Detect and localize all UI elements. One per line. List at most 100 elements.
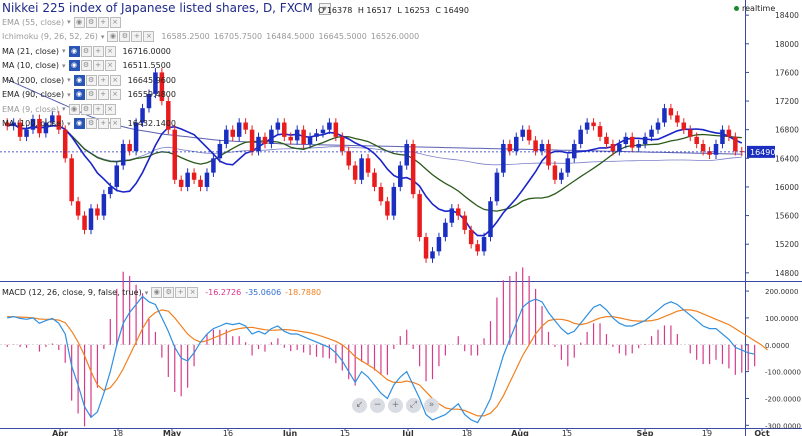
indicator-close-icon[interactable]: × [104,60,116,71]
candle-body [114,165,120,187]
candle-body [340,136,345,152]
indicator-add-icon[interactable]: + [92,103,104,115]
price-tick-label: 16400 [775,154,799,163]
zoom-icon[interactable]: ⤢ [406,398,421,413]
indicator-eye-icon[interactable]: ◉ [107,31,119,42]
indicator-settings-icon[interactable]: ⚙ [80,45,92,57]
indicator-add-icon[interactable]: + [97,89,109,100]
candle-body [520,129,525,137]
indicator-row[interactable]: MA (100, close) ▾ ◉ ⚙ + × 16432.1400 [2,118,176,130]
candle-body [462,215,467,230]
indicator-eye-icon[interactable]: ◉ [73,118,85,129]
indicator-close-icon[interactable]: × [109,16,121,28]
indicator-close-icon[interactable]: × [104,45,116,57]
price-tick-label: 16800 [775,126,799,135]
indicator-settings-icon[interactable]: ⚙ [80,103,92,115]
indicator-row[interactable]: EMA (90, close) ▾ ◉ ⚙ + × 16559.4800 [2,89,176,101]
candle-body [481,237,487,252]
indicator-settings-icon[interactable]: ⚙ [85,74,97,86]
candle-body [314,133,319,137]
indicator-settings-icon[interactable]: ⚙ [85,89,97,100]
candle-body [11,122,16,127]
indicator-row[interactable]: EMA (9, close) ▾ ◉ ⚙ + × [2,103,117,115]
indicator-settings-icon[interactable]: ⚙ [85,16,97,28]
indicator-close-icon[interactable]: × [143,31,155,42]
candle-body [494,172,500,202]
candle-body [198,179,203,187]
indicator-dropdown-icon[interactable]: ▾ [67,76,71,84]
indicator-add-icon[interactable]: + [131,31,143,42]
candle-body [507,144,513,152]
candle-body [43,122,49,134]
candle-body [24,129,29,137]
indicator-label: MA (200, close) [2,75,65,85]
candle-body [127,144,132,152]
candle-body [649,129,654,137]
candle-body [578,129,583,144]
indicator-row[interactable]: MA (200, close) ▾ ◉ ⚙ + × 16645.9600 [2,74,176,86]
indicator-dropdown-icon[interactable]: ▾ [62,61,66,70]
title-settings-icon[interactable]: ▾ [318,2,331,15]
indicator-dropdown-icon[interactable]: ▾ [67,119,71,128]
indicator-row[interactable]: Ichimoku (9, 26, 52, 26) ▾ ◉ ⚙ + × 16585.2500 1… [2,31,419,43]
indicator-eye-icon[interactable]: ◉ [73,16,85,28]
indicator-settings-icon[interactable]: ⚙ [85,118,97,129]
indicator-row[interactable]: EMA (55, close) ▾ ◉ ⚙ + × [2,16,122,28]
indicator-add-icon[interactable]: + [97,118,109,129]
time-tick-label: Sep [637,429,654,436]
last-price-label: 16490 [750,148,775,157]
time-tick-label: 19 [702,429,712,436]
candle-body [372,172,377,187]
macd-eye-icon[interactable]: ◉ [151,287,163,298]
forward-icon[interactable]: » [424,398,439,413]
indicator-close-icon[interactable]: × [104,103,116,115]
indicator-eye-icon[interactable]: ◉ [68,45,80,57]
candle-body [359,158,364,180]
indicator-settings-icon[interactable]: ⚙ [80,60,92,71]
candle-body [50,115,55,123]
indicator-close-icon[interactable]: × [109,89,121,100]
indicator-add-icon[interactable]: + [97,74,109,86]
indicator-row[interactable]: MA (21, close) ▾ ◉ ⚙ + × 16716.0000 [2,45,171,57]
candle-body [475,244,480,252]
candle-body [417,194,422,238]
macd-legend[interactable]: MACD (12, 26, close, 9, false, true) ▾ ◉… [2,287,321,298]
indicator-dropdown-icon[interactable]: ▾ [67,18,71,26]
indicator-settings-icon[interactable]: ⚙ [119,31,131,42]
indicator-dropdown-icon[interactable]: ▾ [62,47,66,55]
candle-body [301,129,306,144]
indicator-close-icon[interactable]: × [109,118,121,129]
indicator-dropdown-icon[interactable]: ▾ [67,90,71,99]
candle-body [191,172,197,180]
macd-dropdown-icon[interactable]: ▾ [144,288,149,297]
indicator-close-icon[interactable]: × [109,74,121,86]
indicator-label: MA (10, close) [2,61,60,70]
candle-body [571,144,577,159]
macd-settings-icon[interactable]: ⚙ [163,287,175,298]
indicator-eye-icon[interactable]: ◉ [73,89,85,100]
candle-body [256,136,261,152]
symbol-title[interactable]: Nikkei 225 index of Japanese listed shar… [2,1,331,15]
indicator-eye-icon[interactable]: ◉ [68,60,80,71]
minus-icon[interactable]: − [370,398,385,413]
macd-close-icon[interactable]: × [187,287,199,298]
candle-body [166,101,171,130]
time-tick-label: Jul [401,429,414,436]
indicator-add-icon[interactable]: + [97,16,109,28]
indicator-dropdown-icon[interactable]: ▾ [100,32,105,41]
time-tick-label: May [163,429,182,436]
plus-icon[interactable]: + [388,398,403,413]
indicator-eye-icon[interactable]: ◉ [68,103,80,115]
candle-body [178,179,184,187]
candle-body [236,122,242,137]
indicator-eye-icon[interactable]: ◉ [73,74,85,86]
indicator-row[interactable]: MA (10, close) ▾ ◉ ⚙ + × 16511.5500 [2,60,171,72]
indicator-add-icon[interactable]: + [92,45,104,57]
candle-body [4,122,10,127]
macd-add-icon[interactable]: + [175,287,187,298]
fit-icon[interactable]: ↙ [352,398,367,413]
indicator-add-icon[interactable]: + [92,60,104,71]
candle-body [617,144,622,152]
indicator-dropdown-icon[interactable]: ▾ [62,105,66,113]
